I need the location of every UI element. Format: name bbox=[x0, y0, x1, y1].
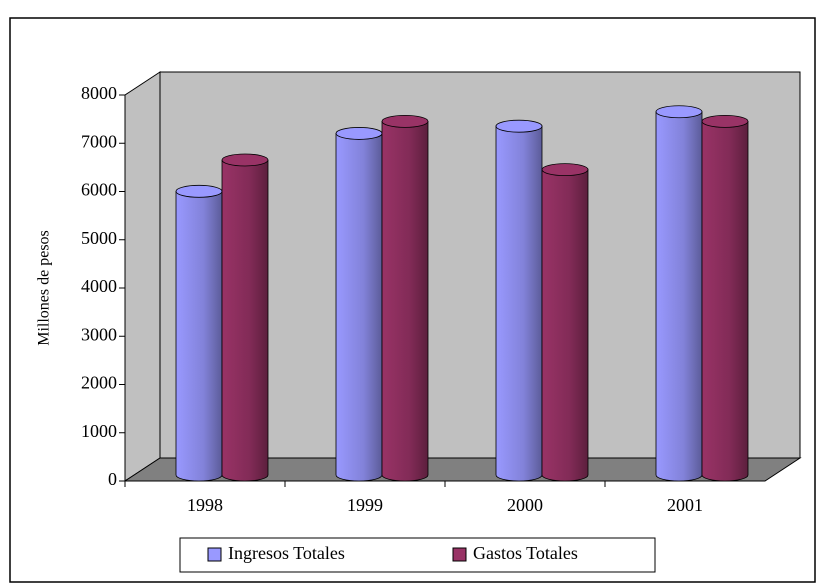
legend-swatch bbox=[452, 547, 467, 562]
bar bbox=[541, 169, 589, 482]
bar-top bbox=[495, 119, 543, 133]
legend-box bbox=[179, 537, 656, 573]
y-tick-label: 8000 bbox=[81, 83, 117, 103]
y-tick-label: 1000 bbox=[81, 421, 117, 441]
bar-top bbox=[335, 127, 383, 140]
y-axis-label: Millones de pesos bbox=[36, 230, 53, 346]
legend-label: Gastos Totales bbox=[473, 543, 578, 563]
bar-top bbox=[655, 105, 703, 119]
bar bbox=[175, 190, 223, 482]
side-wall bbox=[124, 71, 161, 482]
y-tick-label: 6000 bbox=[81, 180, 117, 200]
bar bbox=[495, 125, 543, 482]
y-tick-label: 0 bbox=[108, 469, 117, 489]
y-tick-label: 5000 bbox=[81, 228, 117, 248]
bar-top bbox=[381, 114, 429, 128]
y-tick-label: 3000 bbox=[81, 324, 117, 344]
y-tick-label: 2000 bbox=[81, 373, 117, 393]
x-tick-label: 1999 bbox=[347, 495, 383, 515]
bar-top bbox=[701, 114, 749, 128]
bar-top bbox=[541, 163, 589, 177]
bar-top bbox=[221, 153, 269, 167]
bar bbox=[701, 120, 749, 482]
bar-top bbox=[175, 184, 223, 198]
legend-swatch bbox=[207, 547, 222, 562]
x-tick-label: 2000 bbox=[507, 495, 543, 515]
bar bbox=[381, 120, 429, 482]
x-tick-label: 1998 bbox=[187, 495, 223, 515]
bar bbox=[655, 111, 703, 482]
legend-label: Ingresos Totales bbox=[228, 543, 345, 563]
bar bbox=[221, 159, 269, 482]
y-tick-label: 4000 bbox=[81, 276, 117, 296]
bar bbox=[335, 133, 383, 482]
y-tick-label: 7000 bbox=[81, 131, 117, 151]
x-tick-label: 2001 bbox=[667, 495, 703, 515]
